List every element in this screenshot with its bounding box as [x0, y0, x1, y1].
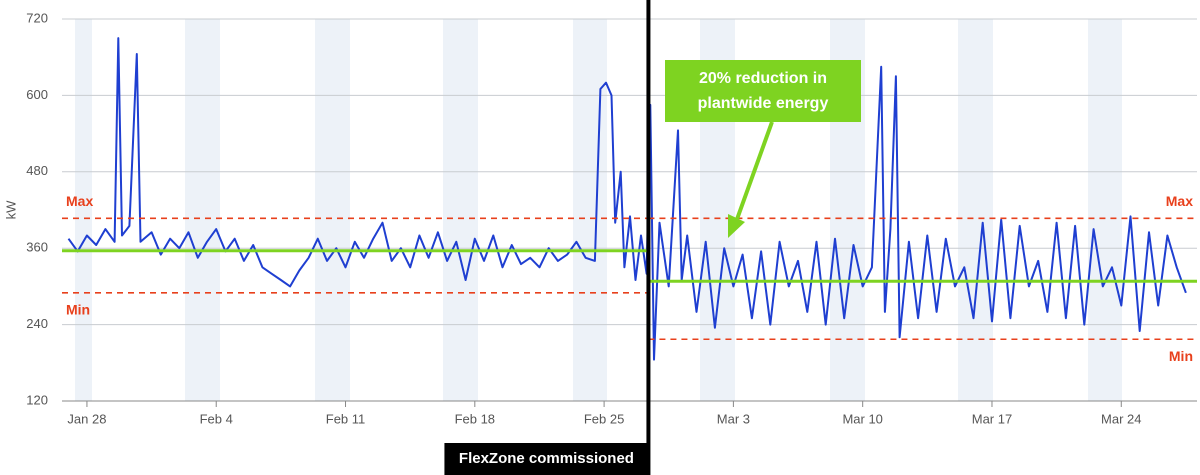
y-tick-label: 120: [26, 392, 48, 407]
callout-arrow: [734, 121, 774, 223]
x-tick-label: Jan 28: [67, 411, 106, 426]
x-tick-label: Mar 10: [842, 411, 882, 426]
callout-box: [665, 60, 861, 122]
x-tick-label: Feb 4: [200, 411, 233, 426]
weekend-band: [185, 19, 220, 401]
x-tick-label: Mar 24: [1101, 411, 1141, 426]
weekend-band: [75, 19, 92, 401]
callout-text: plantwide energy: [698, 95, 829, 112]
y-tick-label: 360: [26, 240, 48, 255]
weekend-bands: [75, 19, 1122, 401]
x-tick-label: Mar 17: [972, 411, 1012, 426]
weekend-band: [1088, 19, 1122, 401]
x-tick-label: Feb 18: [455, 411, 495, 426]
reference-label: Max: [66, 193, 93, 209]
y-tick-label: 600: [26, 87, 48, 102]
weekend-band: [573, 19, 607, 401]
callout-text: 20% reduction in: [699, 70, 827, 87]
x-tick-label: Mar 3: [717, 411, 750, 426]
x-tick-label: Feb 11: [326, 411, 366, 426]
data-line: [67, 37, 1187, 361]
weekend-band: [958, 19, 993, 401]
y-tick-label: 240: [26, 316, 48, 331]
x-tick-label: Feb 25: [584, 411, 624, 426]
weekend-band: [315, 19, 350, 401]
reference-label: Min: [1169, 348, 1193, 364]
y-axis-label: kW: [3, 200, 18, 220]
y-tick-label: 480: [26, 163, 48, 178]
reference-label: Min: [66, 301, 90, 317]
y-tick-label: 720: [26, 10, 48, 25]
weekend-band: [443, 19, 478, 401]
callout-arrowhead: [728, 214, 745, 238]
commissioned-label: FlexZone commissioned: [459, 450, 634, 467]
commissioned-box: [444, 443, 649, 475]
reference-label: Max: [1166, 193, 1193, 209]
